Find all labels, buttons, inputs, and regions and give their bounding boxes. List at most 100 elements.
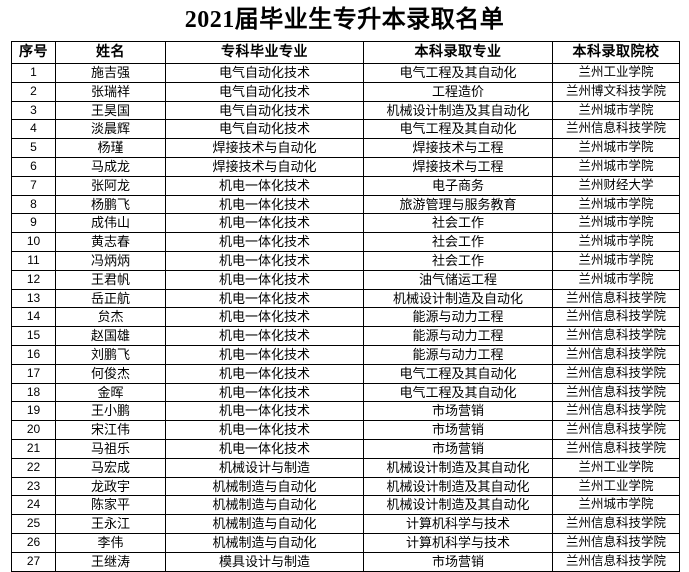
cell-school: 兰州城市学院 — [552, 194, 680, 215]
document-page: 2021届毕业生专升本录取名单 序号 姓名 专科毕业专业 本科录取专业 本科录取院校 1… — [11, 7, 680, 572]
cell-major: 机电一体化技术 — [165, 420, 364, 440]
cell-index: 26 — [11, 532, 56, 553]
cell-school: 兰州信息科技学院 — [552, 288, 680, 309]
cell-major: 机械制造与自动化 — [165, 495, 364, 516]
table-row: 22 马宏成 机械设计与制造 机械设计制造及其自动化 兰州工业学院 — [11, 457, 680, 478]
cell-index: 18 — [11, 382, 56, 403]
table-row: 19 王小鹏 机电一体化技术 市场营销 兰州信息科技学院 — [11, 401, 680, 422]
cell-index: 17 — [11, 363, 56, 384]
cell-index: 10 — [11, 232, 56, 252]
column-header-target: 本科录取专业 — [363, 41, 553, 64]
cell-target: 能源与动力工程 — [363, 307, 553, 328]
cell-target: 计算机科学与技术 — [363, 532, 553, 553]
cell-target: 能源与动力工程 — [363, 344, 553, 365]
cell-school: 兰州工业学院 — [552, 476, 680, 497]
cell-target: 机械设计制造及自动化 — [363, 288, 553, 309]
cell-major: 模具设计与制造 — [165, 551, 364, 572]
cell-school: 兰州城市学院 — [552, 100, 680, 121]
table-row: 13 岳正航 机电一体化技术 机械设计制造及自动化 兰州信息科技学院 — [11, 288, 680, 309]
cell-index: 25 — [11, 514, 56, 534]
cell-index: 11 — [11, 250, 56, 271]
table-row: 3 王昊国 电气自动化技术 机械设计制造及其自动化 兰州城市学院 — [11, 100, 680, 121]
cell-major: 机电一体化技术 — [165, 269, 364, 290]
cell-name: 张阿龙 — [55, 175, 166, 196]
cell-target: 社会工作 — [363, 213, 553, 234]
cell-major: 机电一体化技术 — [165, 438, 364, 459]
table-row: 10 黄志春 机电一体化技术 社会工作 兰州城市学院 — [11, 232, 680, 252]
cell-school: 兰州城市学院 — [552, 138, 680, 158]
cell-index: 8 — [11, 194, 56, 215]
cell-index: 6 — [11, 156, 56, 177]
cell-name: 宋江伟 — [55, 420, 166, 440]
cell-major: 电气自动化技术 — [165, 81, 364, 102]
cell-major: 机电一体化技术 — [165, 194, 364, 215]
cell-school: 兰州城市学院 — [552, 250, 680, 271]
table-header: 序号 姓名 专科毕业专业 本科录取专业 本科录取院校 — [11, 41, 680, 64]
cell-major: 机电一体化技术 — [165, 307, 364, 328]
table-row: 12 王君帆 机电一体化技术 油气储运工程 兰州城市学院 — [11, 269, 680, 290]
cell-index: 20 — [11, 420, 56, 440]
cell-target: 社会工作 — [363, 250, 553, 271]
table-row: 18 金晖 机电一体化技术 电气工程及其自动化 兰州信息科技学院 — [11, 382, 680, 403]
roster-table-container: 序号 姓名 专科毕业专业 本科录取专业 本科录取院校 1 施吉强 电气自动化技术 电气工程及其… — [11, 41, 680, 572]
column-header-major: 专科毕业专业 — [165, 41, 364, 64]
cell-school: 兰州信息科技学院 — [552, 326, 680, 346]
table-row: 23 龙政宇 机械制造与自动化 机械设计制造及其自动化 兰州工业学院 — [11, 476, 680, 497]
cell-major: 机械制造与自动化 — [165, 532, 364, 553]
cell-major: 机电一体化技术 — [165, 175, 364, 196]
table-row: 17 何俊杰 机电一体化技术 电气工程及其自动化 兰州信息科技学院 — [11, 363, 680, 384]
cell-target: 工程造价 — [363, 81, 553, 102]
cell-index: 14 — [11, 307, 56, 328]
cell-target: 焊接技术与工程 — [363, 138, 553, 158]
cell-target: 电气工程及其自动化 — [363, 363, 553, 384]
cell-major: 焊接技术与自动化 — [165, 138, 364, 158]
column-header-name: 姓名 — [55, 41, 166, 64]
cell-school: 兰州博文科技学院 — [552, 81, 680, 102]
cell-major: 机械制造与自动化 — [165, 514, 364, 534]
cell-school: 兰州工业学院 — [552, 457, 680, 478]
cell-index: 21 — [11, 438, 56, 459]
cell-school: 兰州信息科技学院 — [552, 551, 680, 572]
table-row: 20 宋江伟 机电一体化技术 市场营销 兰州信息科技学院 — [11, 420, 680, 440]
cell-name: 龙政宇 — [55, 476, 166, 497]
cell-major: 电气自动化技术 — [165, 63, 364, 83]
cell-index: 7 — [11, 175, 56, 196]
cell-school: 兰州信息科技学院 — [552, 119, 680, 140]
cell-index: 9 — [11, 213, 56, 234]
cell-name: 杨瑾 — [55, 138, 166, 158]
cell-name: 张瑞祥 — [55, 81, 166, 102]
cell-target: 机械设计制造及其自动化 — [363, 457, 553, 478]
cell-target: 电气工程及其自动化 — [363, 63, 553, 83]
cell-target: 旅游管理与服务教育 — [363, 194, 553, 215]
cell-name: 杨鹏飞 — [55, 194, 166, 215]
cell-name: 王继涛 — [55, 551, 166, 572]
cell-name: 刘鹏飞 — [55, 344, 166, 365]
cell-name: 施吉强 — [55, 63, 166, 83]
cell-major: 机电一体化技术 — [165, 344, 364, 365]
cell-name: 成伟山 — [55, 213, 166, 234]
cell-index: 23 — [11, 476, 56, 497]
table-header-row: 序号 姓名 专科毕业专业 本科录取专业 本科录取院校 — [11, 41, 680, 64]
cell-name: 王永江 — [55, 514, 166, 534]
cell-school: 兰州信息科技学院 — [552, 363, 680, 384]
table-row: 21 马祖乐 机电一体化技术 市场营销 兰州信息科技学院 — [11, 438, 680, 459]
cell-school: 兰州工业学院 — [552, 63, 680, 83]
table-row: 26 李伟 机械制造与自动化 计算机科学与技术 兰州信息科技学院 — [11, 532, 680, 553]
cell-target: 能源与动力工程 — [363, 326, 553, 346]
table-row: 25 王永江 机械制造与自动化 计算机科学与技术 兰州信息科技学院 — [11, 514, 680, 534]
cell-name: 何俊杰 — [55, 363, 166, 384]
table-row: 15 赵国雄 机电一体化技术 能源与动力工程 兰州信息科技学院 — [11, 326, 680, 346]
table-row: 16 刘鹏飞 机电一体化技术 能源与动力工程 兰州信息科技学院 — [11, 344, 680, 365]
table-body: 1 施吉强 电气自动化技术 电气工程及其自动化 兰州工业学院 2 张瑞祥 电气自动化技术 工程造… — [11, 63, 680, 572]
cell-index: 27 — [11, 551, 56, 572]
cell-index: 24 — [11, 495, 56, 516]
cell-index: 22 — [11, 457, 56, 478]
table-row: 11 冯炳炳 机电一体化技术 社会工作 兰州城市学院 — [11, 250, 680, 271]
column-header-school: 本科录取院校 — [552, 41, 680, 64]
cell-index: 19 — [11, 401, 56, 422]
cell-index: 5 — [11, 138, 56, 158]
cell-name: 金晖 — [55, 382, 166, 403]
cell-school: 兰州城市学院 — [552, 232, 680, 252]
table-row: 5 杨瑾 焊接技术与自动化 焊接技术与工程 兰州城市学院 — [11, 138, 680, 158]
table-row: 7 张阿龙 机电一体化技术 电子商务 兰州财经大学 — [11, 175, 680, 196]
